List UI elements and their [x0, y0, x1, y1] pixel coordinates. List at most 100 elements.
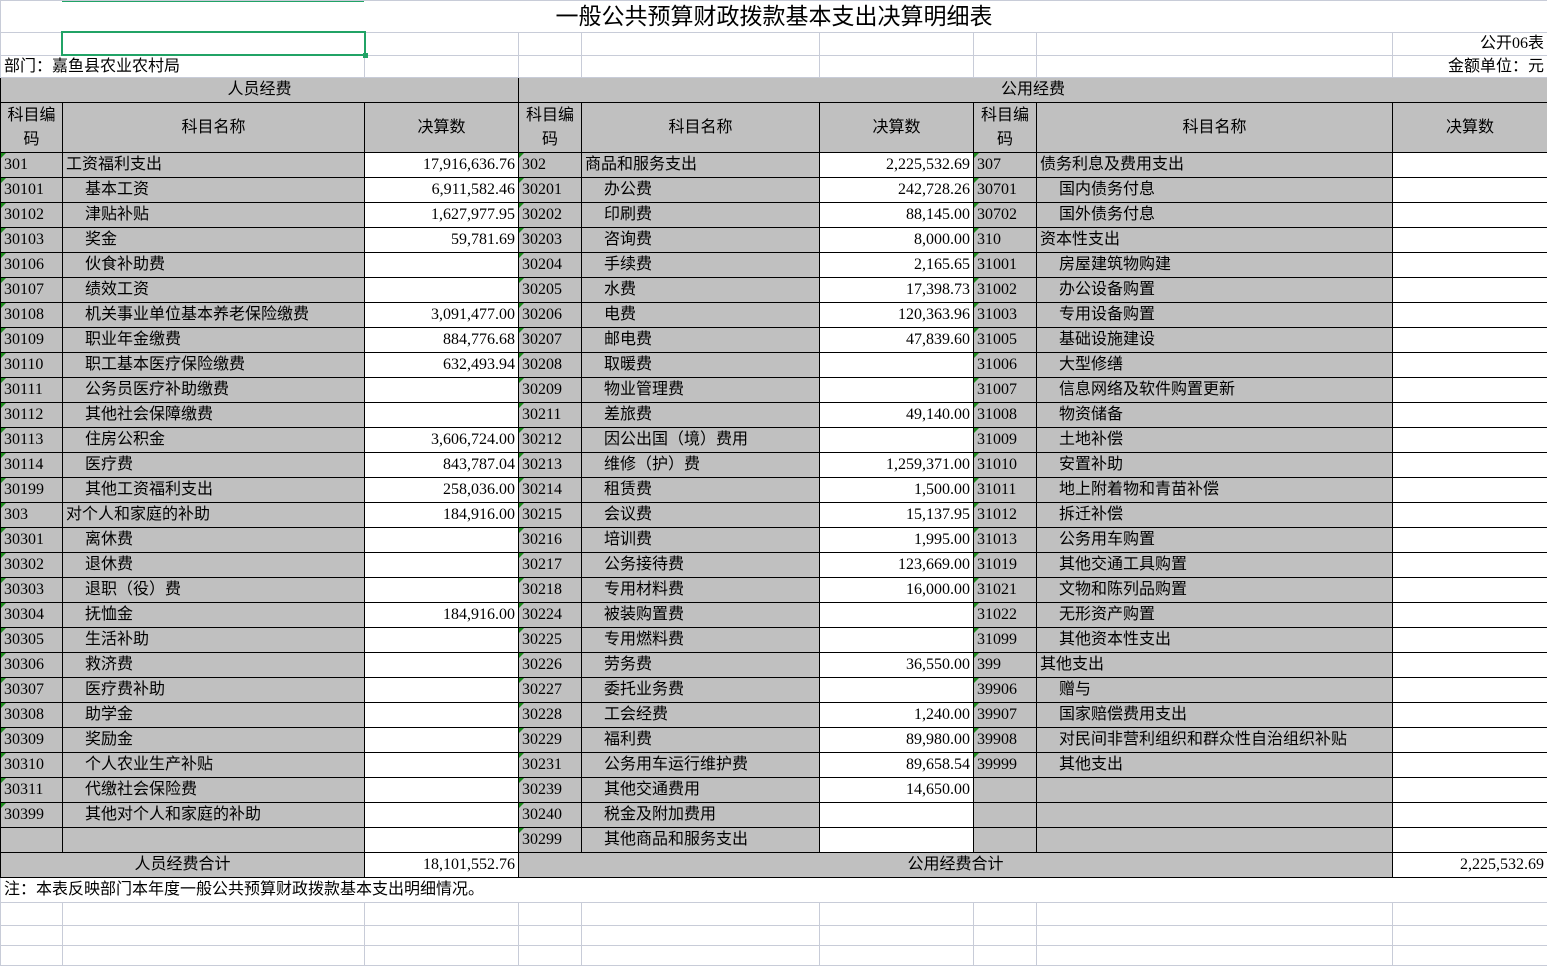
- amount-cell[interactable]: [1393, 303, 1547, 328]
- subject-name-cell[interactable]: 奖金: [63, 228, 365, 253]
- subject-code-cell[interactable]: 31019: [974, 553, 1037, 578]
- subject-code-cell[interactable]: 30216: [519, 528, 582, 553]
- subject-name-cell[interactable]: 其他交通工具购置: [1037, 553, 1393, 578]
- subject-name-cell[interactable]: 物业管理费: [582, 378, 820, 403]
- subject-name-cell[interactable]: 文物和陈列品购置: [1037, 578, 1393, 603]
- subject-code-cell[interactable]: 30213: [519, 453, 582, 478]
- subject-name-cell[interactable]: 培训费: [582, 528, 820, 553]
- subject-name-cell[interactable]: 公务用车购置: [1037, 528, 1393, 553]
- subject-code-cell[interactable]: 30109: [1, 328, 63, 353]
- amount-cell[interactable]: 8,000.00: [820, 228, 974, 253]
- subject-code-cell[interactable]: 31009: [974, 428, 1037, 453]
- subject-name-cell[interactable]: 专用燃料费: [582, 628, 820, 653]
- subject-code-cell[interactable]: 31013: [974, 528, 1037, 553]
- subject-code-cell[interactable]: 30212: [519, 428, 582, 453]
- subject-code-cell[interactable]: 30205: [519, 278, 582, 303]
- amount-cell[interactable]: [1393, 453, 1547, 478]
- subject-name-cell[interactable]: 租赁费: [582, 478, 820, 503]
- amount-cell[interactable]: [1393, 678, 1547, 703]
- subject-name-cell[interactable]: [1037, 778, 1393, 803]
- cell[interactable]: [519, 946, 582, 966]
- subject-name-cell[interactable]: 税金及附加费用: [582, 803, 820, 828]
- amount-cell[interactable]: 16,000.00: [820, 578, 974, 603]
- subject-code-cell[interactable]: 39908: [974, 728, 1037, 753]
- subject-name-cell[interactable]: 基础设施建设: [1037, 328, 1393, 353]
- subject-code-cell[interactable]: 30107: [1, 278, 63, 303]
- cell[interactable]: [974, 926, 1037, 946]
- subject-code-cell[interactable]: 30209: [519, 378, 582, 403]
- cell[interactable]: [1037, 946, 1393, 966]
- cell[interactable]: [974, 946, 1037, 966]
- subject-name-cell[interactable]: 个人农业生产补贴: [63, 753, 365, 778]
- amount-cell[interactable]: 1,500.00: [820, 478, 974, 503]
- cell[interactable]: [1037, 56, 1393, 78]
- amount-cell[interactable]: [1393, 278, 1547, 303]
- subject-code-cell[interactable]: 30201: [519, 178, 582, 203]
- subject-code-cell[interactable]: [974, 803, 1037, 828]
- amount-cell[interactable]: 49,140.00: [820, 403, 974, 428]
- subject-code-cell[interactable]: 30301: [1, 528, 63, 553]
- subject-code-cell[interactable]: 30303: [1, 578, 63, 603]
- amount-cell[interactable]: 123,669.00: [820, 553, 974, 578]
- subject-code-cell[interactable]: 31099: [974, 628, 1037, 653]
- subject-name-cell[interactable]: 国外债务付息: [1037, 203, 1393, 228]
- subject-code-cell[interactable]: [974, 778, 1037, 803]
- amount-cell[interactable]: [1393, 478, 1547, 503]
- amount-cell[interactable]: [820, 353, 974, 378]
- cell[interactable]: [1037, 926, 1393, 946]
- amount-cell[interactable]: 2,225,532.69: [820, 153, 974, 178]
- amount-cell[interactable]: 2,165.65: [820, 253, 974, 278]
- subject-code-cell[interactable]: 30206: [519, 303, 582, 328]
- amount-cell[interactable]: 242,728.26: [820, 178, 974, 203]
- amount-cell[interactable]: [1393, 778, 1547, 803]
- amount-cell[interactable]: [1393, 553, 1547, 578]
- amount-cell[interactable]: 120,363.96: [820, 303, 974, 328]
- subject-code-cell[interactable]: 31021: [974, 578, 1037, 603]
- amount-cell[interactable]: [365, 278, 519, 303]
- amount-cell[interactable]: [820, 628, 974, 653]
- subject-code-cell[interactable]: 31006: [974, 353, 1037, 378]
- subject-name-cell[interactable]: 其他社会保障缴费: [63, 403, 365, 428]
- amount-cell[interactable]: [820, 678, 974, 703]
- subject-code-cell[interactable]: 30240: [519, 803, 582, 828]
- subject-name-cell[interactable]: 取暖费: [582, 353, 820, 378]
- cell[interactable]: [1393, 903, 1547, 926]
- subject-code-cell[interactable]: 30304: [1, 603, 63, 628]
- amount-cell[interactable]: [1393, 228, 1547, 253]
- subject-code-cell[interactable]: 30113: [1, 428, 63, 453]
- subject-code-cell[interactable]: 30202: [519, 203, 582, 228]
- amount-cell[interactable]: [1393, 403, 1547, 428]
- cell[interactable]: [1393, 926, 1547, 946]
- cell[interactable]: [519, 926, 582, 946]
- subject-name-cell[interactable]: 委托业务费: [582, 678, 820, 703]
- subject-name-cell[interactable]: 拆迁补偿: [1037, 503, 1393, 528]
- cell[interactable]: [820, 56, 974, 78]
- amount-cell[interactable]: 89,658.54: [820, 753, 974, 778]
- amount-cell[interactable]: [365, 703, 519, 728]
- amount-cell[interactable]: 6,911,582.46: [365, 178, 519, 203]
- subject-name-cell[interactable]: 国内债务付息: [1037, 178, 1393, 203]
- cell[interactable]: [582, 946, 820, 966]
- subject-name-cell[interactable]: 退休费: [63, 553, 365, 578]
- amount-cell[interactable]: [1393, 503, 1547, 528]
- subject-name-cell[interactable]: 因公出国（境）费用: [582, 428, 820, 453]
- subject-code-cell[interactable]: 31010: [974, 453, 1037, 478]
- amount-cell[interactable]: [1393, 428, 1547, 453]
- amount-cell[interactable]: 89,980.00: [820, 728, 974, 753]
- cell[interactable]: [582, 56, 820, 78]
- subject-name-cell[interactable]: 信息网络及软件购置更新: [1037, 378, 1393, 403]
- subject-code-cell[interactable]: 30112: [1, 403, 63, 428]
- subject-name-cell[interactable]: 土地补偿: [1037, 428, 1393, 453]
- subject-code-cell[interactable]: 30227: [519, 678, 582, 703]
- cell[interactable]: [519, 56, 582, 78]
- subject-code-cell[interactable]: 307: [974, 153, 1037, 178]
- amount-cell[interactable]: [365, 653, 519, 678]
- subject-name-cell[interactable]: 差旅费: [582, 403, 820, 428]
- subject-name-cell[interactable]: 医疗费: [63, 453, 365, 478]
- subject-name-cell[interactable]: 生活补助: [63, 628, 365, 653]
- subject-name-cell[interactable]: 商品和服务支出: [582, 153, 820, 178]
- subject-name-cell[interactable]: 机关事业单位基本养老保险缴费: [63, 303, 365, 328]
- subject-name-cell[interactable]: 福利费: [582, 728, 820, 753]
- subject-code-cell[interactable]: 39907: [974, 703, 1037, 728]
